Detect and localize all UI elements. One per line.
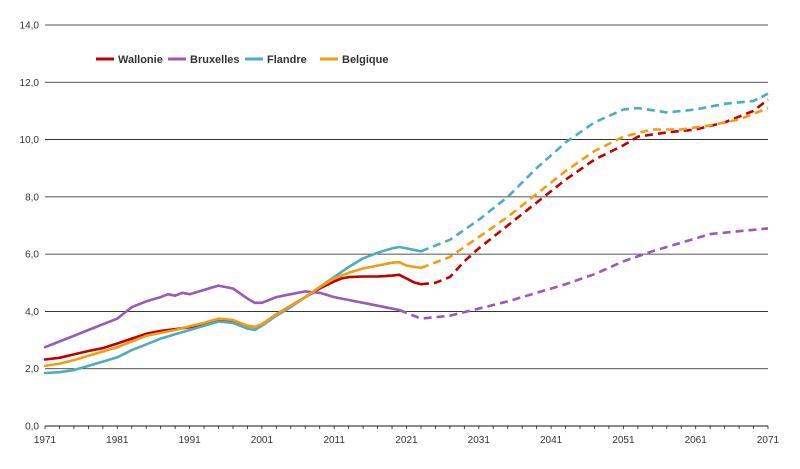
axes: 1971 1981 1991 2001 2011 2021 2031 2041 2051 2061… — [20, 21, 780, 447]
legend: Wallonie Bruxelles Flandre Belgique — [96, 54, 388, 66]
y-axis-ticks: 0,0 2,0 4,0 6,0 8,0 10,0 12,0 14,0 — [20, 21, 40, 433]
x-tick-label: 2031 — [468, 435, 491, 446]
x-axis-ticks: 1971 1981 1991 2001 2011 2021 2031 2041 2051 2061… — [34, 426, 780, 446]
series-line-wallonie-projected — [420, 98, 769, 286]
x-tick-label: 1971 — [34, 435, 57, 446]
legend-label-belgique: Belgique — [342, 54, 388, 66]
x-tick-label: 1991 — [178, 435, 201, 446]
x-tick-label: 2041 — [540, 435, 563, 446]
series-line-bruxelles-projected — [398, 227, 769, 320]
y-tick-label: 2,0 — [25, 364, 39, 375]
x-tick-label: 2051 — [612, 435, 635, 446]
y-tick-label: 0,0 — [25, 422, 39, 433]
x-tick-label: 2071 — [757, 435, 780, 446]
y-tick-label: 4,0 — [25, 307, 39, 318]
x-tick-label: 1981 — [106, 435, 129, 446]
x-tick-label: 2011 — [323, 435, 345, 446]
legend-label-bruxelles: Bruxelles — [190, 54, 240, 66]
y-tick-label: 14,0 — [20, 21, 40, 32]
x-tick-label: 2061 — [685, 435, 708, 446]
legend-label-wallonie: Wallonie — [118, 54, 163, 66]
legend-label-flandre: Flandre — [267, 54, 307, 66]
x-tick-label: 2001 — [251, 435, 274, 446]
series-line-flandre-observed — [43, 245, 423, 375]
y-tick-label: 8,0 — [25, 192, 39, 203]
series-line-flandre-projected — [420, 92, 769, 253]
grid-lines — [45, 24, 768, 370]
series-line-belgique-projected — [420, 106, 769, 270]
y-tick-label: 6,0 — [25, 250, 39, 261]
series-line-bruxelles-observed — [43, 284, 401, 349]
series-layer — [43, 92, 769, 375]
series-line-belgique-observed — [43, 260, 423, 368]
y-tick-label: 12,0 — [20, 78, 40, 89]
x-tick-label: 2021 — [395, 435, 418, 446]
y-tick-label: 10,0 — [20, 135, 40, 146]
